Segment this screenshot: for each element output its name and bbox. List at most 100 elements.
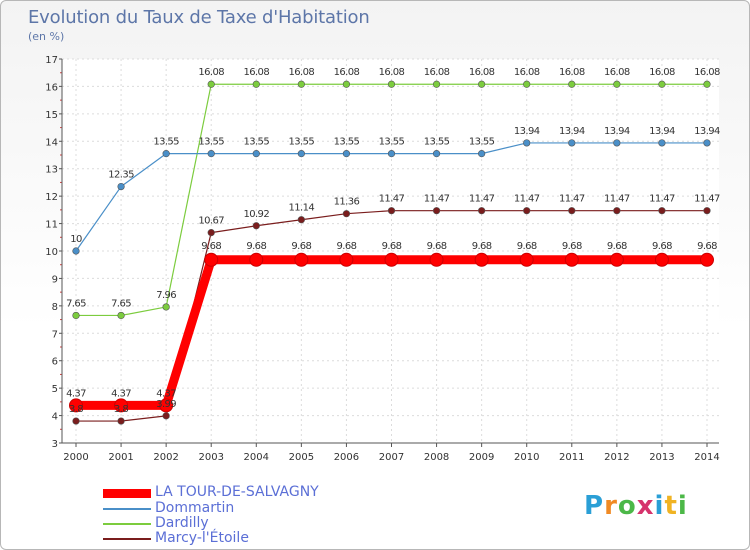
data-label: 16.08 — [469, 67, 495, 78]
data-label: 9.68 — [562, 241, 582, 252]
data-point — [658, 80, 666, 88]
legend-swatch-dardilly — [103, 523, 151, 525]
data-label: 7.65 — [66, 298, 86, 309]
x-tick-label: 2003 — [198, 452, 223, 463]
data-point — [568, 80, 576, 88]
data-label: 4.37 — [66, 388, 86, 399]
x-tick-label: 2010 — [514, 452, 539, 463]
data-point — [523, 80, 531, 88]
logo-letter: i — [654, 491, 665, 521]
data-point — [387, 150, 396, 158]
data-point — [342, 210, 351, 218]
data-label: 3.99 — [156, 399, 176, 410]
data-point — [478, 150, 486, 158]
data-label: 9.68 — [291, 241, 311, 252]
data-label: 9.68 — [336, 241, 356, 252]
data-label: 13.55 — [379, 137, 405, 148]
data-point — [478, 80, 486, 88]
data-label: 16.08 — [694, 67, 720, 78]
data-label: 3.8 — [69, 404, 83, 415]
data-label: 11.36 — [334, 197, 360, 208]
data-point — [207, 150, 215, 158]
y-tick-label: 13 — [45, 165, 58, 176]
data-label: 13.55 — [334, 137, 360, 148]
data-point — [564, 252, 579, 267]
data-label: 7.65 — [111, 298, 131, 309]
data-label: 16.08 — [198, 67, 224, 78]
data-label: 4.37 — [156, 388, 176, 399]
data-label: 13.55 — [289, 137, 315, 148]
data-point — [297, 80, 305, 88]
data-point — [297, 216, 305, 224]
x-tick-label: 2005 — [289, 452, 314, 463]
data-label: 3.8 — [114, 404, 128, 415]
data-label: 9.68 — [472, 241, 492, 252]
data-point — [478, 207, 486, 215]
data-label: 9.68 — [607, 241, 627, 252]
data-label: 16.08 — [289, 67, 315, 78]
data-point — [658, 139, 666, 147]
data-point — [384, 252, 399, 267]
x-tick-label: 2014 — [694, 452, 719, 463]
legend-label: Dommartin — [155, 500, 235, 516]
series-0 — [69, 252, 714, 413]
data-label: 9.68 — [517, 241, 537, 252]
data-point — [474, 252, 489, 267]
data-label: 13.94 — [649, 126, 675, 137]
data-label: 16.08 — [424, 67, 450, 78]
data-label: 11.47 — [604, 194, 630, 205]
legend-label: LA TOUR-DE-SALVAGNY — [155, 484, 319, 500]
data-point — [72, 247, 80, 255]
y-tick-label: 11 — [45, 220, 58, 231]
data-point — [432, 207, 441, 215]
data-point — [613, 207, 621, 215]
logo-letter: r — [604, 491, 618, 521]
data-point — [523, 139, 531, 147]
logo-letter: x — [636, 491, 655, 521]
data-label: 13.94 — [514, 126, 540, 137]
logo-letter: o — [617, 491, 637, 521]
data-point — [207, 80, 215, 88]
data-point — [609, 252, 624, 267]
data-label: 16.08 — [379, 67, 405, 78]
data-point — [429, 252, 444, 267]
y-tick-label: 4 — [52, 412, 58, 423]
x-tick-label: 2007 — [379, 452, 404, 463]
chart-subtitle: (en %) — [28, 30, 65, 43]
data-point — [613, 139, 621, 147]
y-tick-label: 3 — [52, 439, 58, 450]
data-label: 11.47 — [694, 194, 720, 205]
data-point — [69, 398, 83, 413]
logo-letter: i — [677, 491, 688, 521]
x-tick-label: 2011 — [559, 452, 584, 463]
legend-swatch-marcy-l-etoile — [103, 538, 151, 540]
data-point — [114, 398, 129, 413]
data-point — [523, 207, 531, 215]
data-point — [339, 252, 354, 267]
data-point — [294, 252, 309, 267]
data-point — [342, 150, 351, 158]
data-point — [654, 252, 669, 267]
x-tick-label: 2013 — [649, 452, 674, 463]
data-point — [387, 80, 396, 88]
data-point — [117, 417, 125, 425]
chart-title: Evolution du Taux de Taxe d'Habitation — [28, 7, 370, 28]
series-1 — [72, 139, 711, 255]
data-point — [207, 229, 215, 237]
data-point — [162, 412, 170, 420]
data-label: 9.68 — [427, 241, 447, 252]
data-point — [249, 252, 264, 267]
legend-swatch-dommartin — [103, 508, 151, 510]
data-point — [613, 80, 621, 88]
proxiti-logo: Proxiti — [584, 491, 688, 521]
y-tick-label: 10 — [45, 247, 58, 258]
data-point — [252, 222, 260, 230]
data-label: 16.08 — [514, 67, 540, 78]
data-label: 9.68 — [697, 241, 717, 252]
data-label: 13.55 — [469, 137, 495, 148]
legend-swatch-la-tour-de-salvagny — [103, 489, 151, 498]
y-tick-label: 6 — [52, 357, 58, 368]
data-point — [568, 139, 576, 147]
data-point — [387, 207, 396, 215]
